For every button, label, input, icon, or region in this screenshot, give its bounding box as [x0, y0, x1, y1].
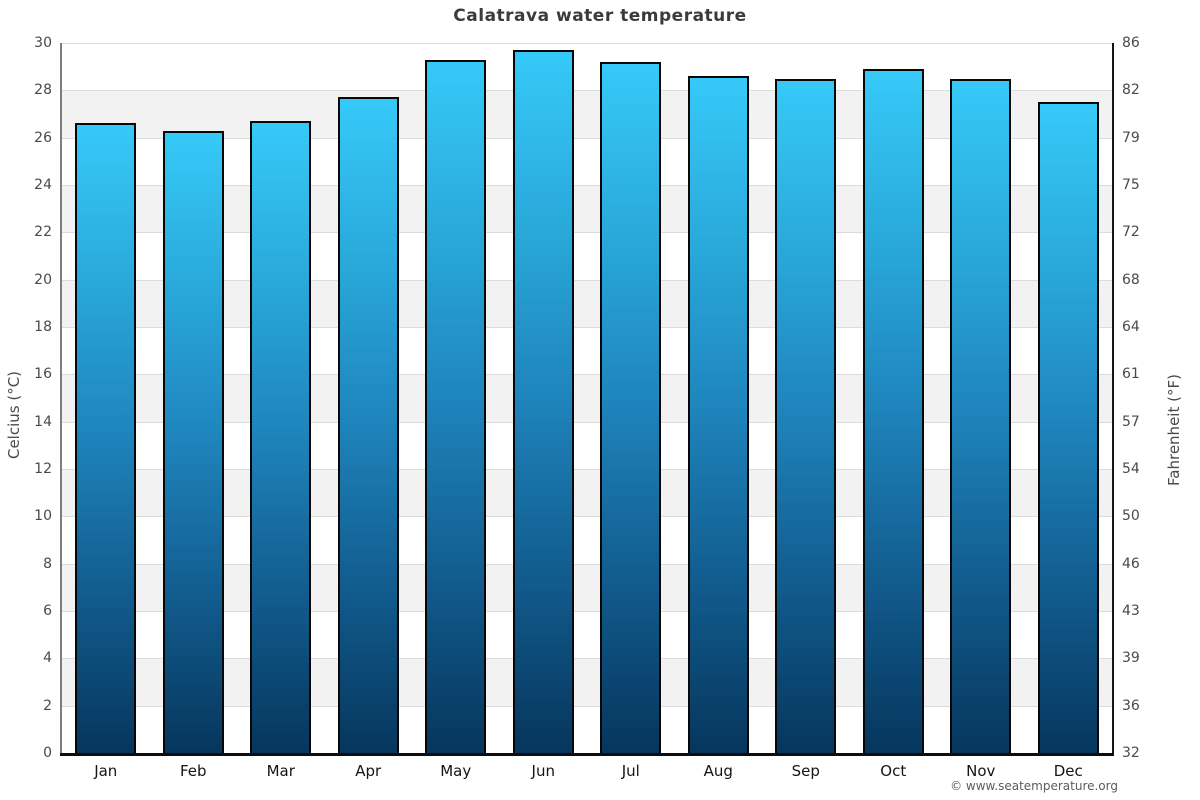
y-tick-fahrenheit-75: 75	[1122, 177, 1140, 193]
grid-band	[62, 611, 1112, 659]
gridline	[62, 137, 1112, 139]
gridline	[62, 327, 1112, 328]
gridline	[62, 705, 1112, 707]
chart-title: Calatrava water temperature	[453, 6, 747, 26]
y-tick-celsius-20: 20	[34, 271, 52, 288]
x-tick-jul: Jul	[621, 762, 640, 780]
grid-band	[62, 90, 1112, 138]
grid-band	[62, 563, 1112, 611]
gridline	[62, 90, 1112, 92]
x-tick-feb: Feb	[179, 762, 207, 780]
y-tick-fahrenheit-39: 39	[1122, 650, 1140, 667]
gridline	[62, 563, 1112, 565]
y-tick-celsius-4: 4	[43, 650, 52, 667]
x-tick-mar: Mar	[266, 762, 295, 780]
gridline	[62, 611, 1112, 612]
grid-band	[62, 658, 1112, 706]
y-tick-celsius-16: 16	[34, 366, 52, 383]
temp-bar-feb	[162, 130, 224, 753]
x-axis-spine	[60, 753, 1114, 756]
y-axis-label-celsius: Celcius (°C)	[5, 370, 23, 460]
gridline	[62, 43, 1112, 44]
temp-bar-dec	[1037, 102, 1099, 753]
grid-band	[62, 469, 1112, 517]
grid-band	[62, 185, 1112, 233]
gridline	[62, 658, 1112, 660]
y-tick-fahrenheit-61: 61	[1122, 366, 1140, 383]
temp-bar-sep	[775, 78, 837, 753]
gridline	[62, 469, 1112, 470]
y-tick-fahrenheit-86: 86	[1122, 35, 1140, 51]
gridline	[62, 185, 1112, 186]
grid-band	[62, 516, 1112, 564]
temp-bar-oct	[862, 69, 924, 753]
x-tick-apr: Apr	[355, 762, 382, 780]
grid-band	[62, 43, 1112, 91]
gridline	[62, 421, 1112, 423]
y-axis-left-spine	[60, 43, 62, 755]
y-tick-fahrenheit-46: 46	[1122, 555, 1140, 572]
grid-band	[62, 421, 1112, 469]
y-tick-celsius-14: 14	[34, 413, 52, 430]
gridline	[62, 374, 1112, 376]
temp-bar-may	[425, 59, 487, 753]
y-tick-celsius-8: 8	[43, 555, 52, 572]
temp-bar-mar	[250, 121, 312, 753]
y-tick-celsius-18: 18	[34, 319, 52, 335]
x-tick-aug: Aug	[703, 762, 733, 780]
grid-band	[62, 327, 1112, 375]
temp-bar-nov	[950, 78, 1012, 753]
gridline	[62, 279, 1112, 281]
y-tick-fahrenheit-79: 79	[1122, 129, 1140, 146]
y-tick-celsius-2: 2	[43, 697, 52, 714]
grid-band	[62, 279, 1112, 327]
x-tick-jan: Jan	[94, 762, 118, 780]
temp-bar-jan	[75, 123, 137, 753]
y-tick-fahrenheit-54: 54	[1122, 461, 1140, 477]
y-tick-fahrenheit-36: 36	[1122, 697, 1140, 714]
y-axis-right-spine	[1112, 43, 1114, 755]
grid-band	[62, 232, 1112, 280]
gridline	[62, 232, 1112, 234]
grid-band	[62, 705, 1112, 753]
grid-band	[62, 137, 1112, 185]
x-tick-oct: Oct	[880, 762, 907, 780]
temp-bar-apr	[337, 97, 399, 753]
grid-band	[62, 374, 1112, 422]
y-tick-fahrenheit-72: 72	[1122, 224, 1140, 241]
x-tick-dec: Dec	[1053, 762, 1083, 780]
y-tick-celsius-30: 30	[34, 35, 52, 51]
x-tick-sep: Sep	[791, 762, 820, 780]
y-tick-celsius-22: 22	[34, 224, 52, 241]
y-tick-fahrenheit-57: 57	[1122, 413, 1140, 430]
y-tick-celsius-26: 26	[34, 129, 52, 146]
y-axis-label-fahrenheit: Fahrenheit (°F)	[1165, 374, 1183, 486]
temp-bar-jul	[600, 61, 662, 753]
y-tick-celsius-12: 12	[34, 461, 52, 477]
y-tick-celsius-24: 24	[34, 177, 52, 193]
copyright-text: © www.seatemperature.org	[950, 779, 1118, 793]
y-tick-fahrenheit-32: 32	[1122, 745, 1140, 761]
y-tick-celsius-0: 0	[43, 745, 52, 761]
y-tick-celsius-6: 6	[43, 603, 52, 619]
x-tick-nov: Nov	[966, 762, 996, 780]
x-tick-may: May	[440, 762, 472, 780]
x-tick-jun: Jun	[531, 762, 555, 780]
y-tick-fahrenheit-43: 43	[1122, 603, 1140, 619]
y-tick-celsius-28: 28	[34, 82, 52, 99]
plot-area	[62, 43, 1112, 753]
y-tick-fahrenheit-82: 82	[1122, 82, 1140, 99]
temp-bar-aug	[687, 76, 749, 753]
y-tick-fahrenheit-50: 50	[1122, 508, 1140, 525]
y-tick-fahrenheit-68: 68	[1122, 271, 1140, 288]
y-tick-celsius-10: 10	[34, 508, 52, 525]
gridline	[62, 516, 1112, 518]
y-tick-fahrenheit-64: 64	[1122, 319, 1140, 335]
temp-bar-jun	[512, 50, 574, 753]
